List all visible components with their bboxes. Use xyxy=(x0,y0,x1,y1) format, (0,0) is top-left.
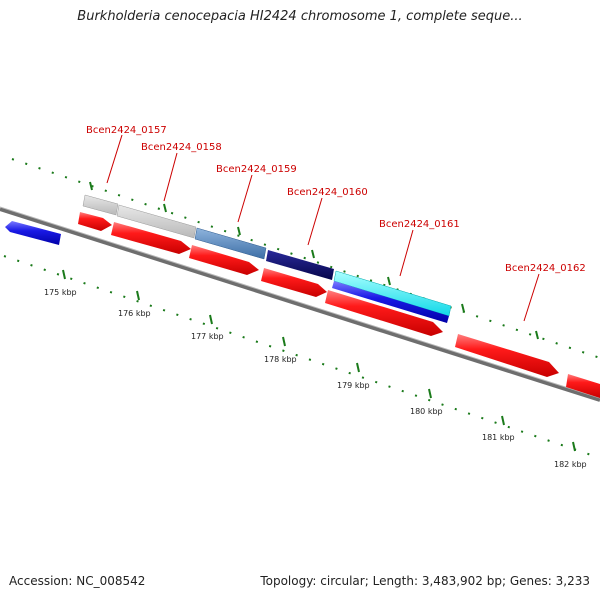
gene-arrow-next xyxy=(566,374,600,398)
genome-stats: Topology: circular; Length: 3,483,902 bp… xyxy=(260,574,590,588)
tick-label-181: 181 kbp xyxy=(482,433,515,442)
gene-arrow-0158 xyxy=(111,222,191,254)
tick-label-175: 175 kbp xyxy=(44,288,77,297)
genes-label: Genes: xyxy=(509,574,552,588)
major-tick xyxy=(356,362,360,373)
gene-label-0162: Bcen2424_0162 xyxy=(505,263,586,274)
backbone-highlight xyxy=(0,206,600,399)
topology-value: circular xyxy=(320,574,365,588)
tick-label-180: 180 kbp xyxy=(410,407,443,416)
major-tick xyxy=(387,276,391,286)
gene-arrow-0157 xyxy=(78,212,112,231)
leader-0160 xyxy=(307,197,323,246)
gene-0160-band xyxy=(266,250,334,280)
tick-label-182: 182 kbp xyxy=(554,460,587,469)
length-label: Length: xyxy=(372,574,419,588)
gene-arrow-0160 xyxy=(261,268,327,297)
gene-label-0157: Bcen2424_0157 xyxy=(86,125,167,136)
gene-0158-band xyxy=(116,204,197,239)
gene-arrow-reverse xyxy=(5,221,61,245)
major-tick xyxy=(163,203,167,213)
leader-0158 xyxy=(163,152,178,202)
major-tick xyxy=(237,226,241,236)
gene-0157-band xyxy=(82,194,119,216)
major-tick xyxy=(572,441,576,452)
major-tick xyxy=(89,181,93,191)
length-value: 3,483,902 bp xyxy=(421,574,502,588)
leader-0159 xyxy=(237,174,253,223)
tick-label-178: 178 kbp xyxy=(264,355,297,364)
backbone-line xyxy=(0,207,600,402)
gene-arrow-0159 xyxy=(189,245,259,275)
leader-0161 xyxy=(399,229,414,277)
gene-label-0158: Bcen2424_0158 xyxy=(141,142,222,153)
major-tick xyxy=(136,290,140,301)
major-tick xyxy=(311,249,315,259)
topology-label: Topology: xyxy=(260,574,317,588)
major-tick xyxy=(461,303,465,313)
tick-label-177: 177 kbp xyxy=(191,332,224,341)
gene-label-0161: Bcen2424_0161 xyxy=(379,219,460,230)
major-tick xyxy=(209,314,213,325)
major-tick xyxy=(535,330,539,340)
tick-label-176: 176 kbp xyxy=(118,309,151,318)
gene-label-0160: Bcen2424_0160 xyxy=(287,187,368,198)
accession-label: Accession: xyxy=(9,574,73,588)
tick-label-179: 179 kbp xyxy=(337,381,370,390)
major-tick xyxy=(501,415,505,426)
accession-value: NC_008542 xyxy=(76,574,146,588)
major-tick xyxy=(428,388,432,399)
map-title: Burkholderia cenocepacia HI2424 chromoso… xyxy=(77,9,523,24)
accession-info: Accession: NC_008542 xyxy=(9,574,145,588)
gene-arrow-0161 xyxy=(325,290,443,336)
major-tick xyxy=(282,336,286,347)
gene-0159-band xyxy=(194,227,267,260)
gene-label-0159: Bcen2424_0159 xyxy=(216,164,297,175)
genes-value: 3,233 xyxy=(555,574,590,588)
gene-arrow-0162 xyxy=(455,334,559,377)
major-tick xyxy=(62,269,66,280)
leader-0157 xyxy=(106,134,123,184)
leader-0162 xyxy=(523,273,540,322)
gene-0161-strand-band xyxy=(332,281,449,323)
